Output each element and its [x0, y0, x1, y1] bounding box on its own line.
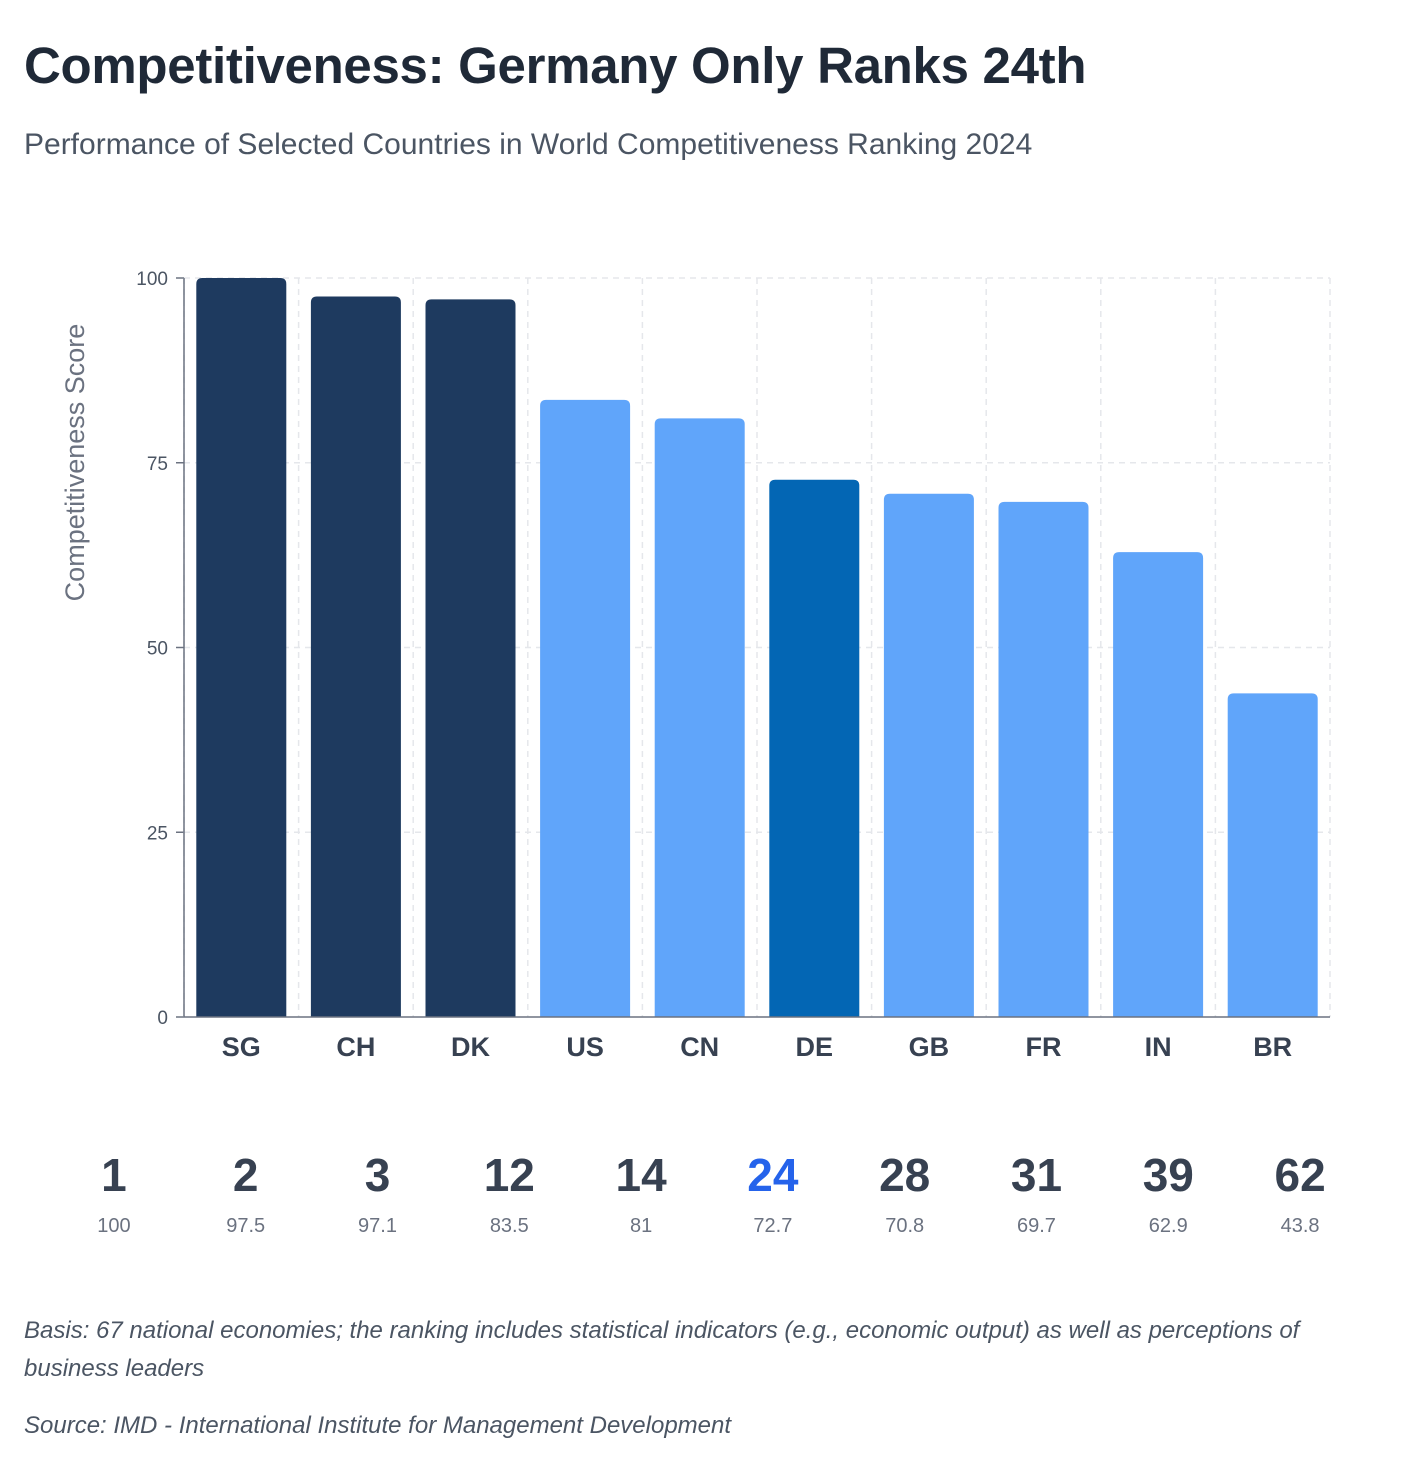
score-value: 62.9	[1148, 1215, 1188, 1237]
rank-value: 31	[1010, 1149, 1063, 1201]
y-tick-label: 75	[147, 454, 168, 475]
x-tick-label: BR	[1253, 1032, 1292, 1062]
x-tick-label: SG	[222, 1032, 261, 1062]
score-value: 97.5	[226, 1215, 266, 1237]
bar-in	[1113, 552, 1204, 1017]
rank-value: 2	[232, 1149, 259, 1201]
rank-item: 39 62.9	[1102, 1145, 1234, 1238]
x-tick-label: US	[566, 1032, 604, 1062]
rank-value: 1	[101, 1149, 127, 1201]
chart-title: Competitiveness: Germany Only Ranks 24th	[24, 37, 1087, 94]
bar-fr	[998, 501, 1089, 1017]
x-tick-label: IN	[1145, 1032, 1172, 1062]
x-tick-label: CN	[680, 1032, 719, 1062]
bar-cn	[654, 418, 745, 1017]
source-note: Source: IMD - International Institute fo…	[24, 1412, 732, 1439]
rank-item: 3 97.1	[312, 1145, 444, 1238]
bar-sg	[196, 278, 287, 1017]
bar-br	[1227, 693, 1318, 1017]
x-tick-label: FR	[1026, 1032, 1062, 1062]
rank-value: 12	[483, 1149, 535, 1201]
score-value: 97.1	[358, 1215, 397, 1237]
score-value: 83.5	[489, 1215, 529, 1237]
score-value: 43.8	[1280, 1215, 1320, 1237]
rank-item: 1 100	[48, 1145, 180, 1238]
rank-item: 62 43.8	[1234, 1145, 1366, 1238]
score-value: 81	[629, 1215, 653, 1237]
score-value: 70.8	[885, 1215, 925, 1237]
rank-value: 24	[747, 1149, 799, 1201]
bar-gb	[883, 493, 974, 1018]
bar-ch	[310, 296, 401, 1018]
bar-us	[540, 399, 631, 1017]
bar-de	[769, 479, 860, 1017]
rank-item: 31 69.7	[971, 1145, 1103, 1238]
rank-value: 28	[879, 1149, 931, 1201]
rank-value: 3	[364, 1149, 391, 1201]
score-value: 72.7	[753, 1215, 793, 1237]
rank-item: 14 81	[575, 1145, 707, 1238]
chart-subtitle: Performance of Selected Countries in Wor…	[24, 128, 1033, 161]
score-value: 100	[97, 1215, 131, 1237]
y-tick-label: 100	[136, 269, 168, 290]
rank-value: 14	[615, 1149, 667, 1201]
rank-item: 28 70.8	[839, 1145, 971, 1238]
x-tick-label: CH	[336, 1032, 375, 1062]
rank-row: 1 100 2 97.5 3 97.1 12 83.5 14 81 24 72.7 28 70.8 31 69…	[48, 1145, 1366, 1238]
rank-item: 24 72.7	[707, 1145, 839, 1238]
rank-item: 2 97.5	[180, 1145, 312, 1238]
y-tick-label: 0	[157, 1008, 168, 1029]
rank-value: 39	[1142, 1149, 1194, 1201]
footnote: Basis: 67 national economies; the rankin…	[24, 1317, 1300, 1382]
bar-chart: 0 25 50 75 100 SG CH DK US CN DE GB FR IN BR Competitiv…	[60, 269, 1331, 1062]
rank-item: 12 83.5	[443, 1145, 575, 1238]
y-tick-label: 25	[147, 823, 168, 844]
score-value: 69.7	[1017, 1215, 1056, 1237]
x-tick-label: GB	[909, 1032, 950, 1062]
x-tick-label: DK	[451, 1032, 490, 1062]
y-tick-label: 50	[147, 639, 168, 660]
x-tick-label: DE	[796, 1032, 834, 1062]
rank-value: 62	[1274, 1149, 1326, 1201]
y-axis-label: Competitiveness Score	[60, 324, 90, 602]
bar-dk	[425, 299, 516, 1017]
